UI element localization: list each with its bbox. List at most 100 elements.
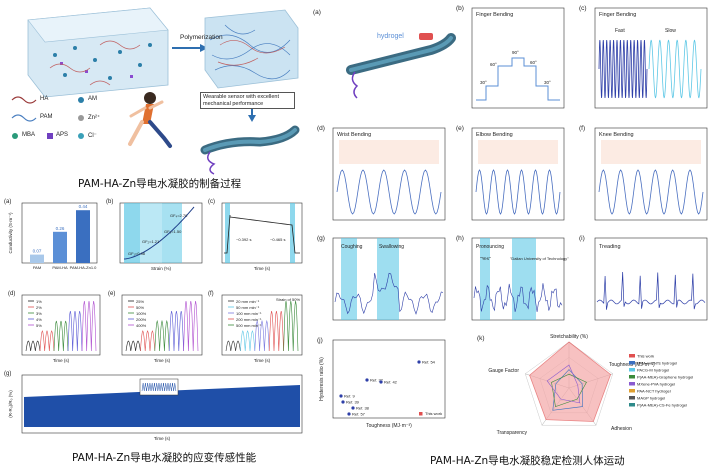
legend-glyphs — [11, 96, 84, 139]
polymerization-label: Polymerization — [180, 34, 223, 41]
legend-entry-k-6: MAGP hydrogel — [637, 396, 665, 401]
this-work-label: This work — [425, 411, 442, 416]
sensing-plots: (a) 0.07 PAM 0.26 PAM-HA 0.44 PAM-HA-Zn1.0 Cond… — [4, 199, 303, 441]
hydrogel-highlight — [349, 36, 453, 72]
prep-illustration — [11, 7, 300, 175]
bend-wave-e — [475, 169, 561, 215]
legend-zn: Zn²⁺ — [88, 115, 101, 121]
cough-region — [341, 238, 357, 320]
radar-axis-label-0: Stretchability (%) — [550, 334, 588, 340]
legend-entry-k-1: PAM-oxCNTs hydrogel — [637, 361, 677, 366]
legend-entry-f-1: 50 mm min⁻¹ — [236, 305, 260, 310]
legend-entry-d-0: 1% — [36, 299, 42, 304]
ref-label-4: Ref. 42 — [384, 380, 398, 385]
pronounce-label: Pronouncing — [476, 244, 504, 250]
cycle-series-1 — [140, 330, 156, 352]
legend-entry-d-4: 5% — [36, 323, 42, 328]
legend-entry-k-7: P(AA-MEA)-CS-Fe hydrogel — [637, 403, 687, 408]
plot-frame — [471, 127, 565, 221]
plot-frame — [221, 202, 303, 264]
title-rd: Wrist Bending — [337, 132, 371, 138]
title-rb: Finger Bending — [476, 12, 513, 18]
plot-frame — [21, 374, 303, 434]
bar-category-0: PAM — [33, 265, 41, 270]
cycle-series-2 — [53, 320, 69, 352]
resp-region-1 — [225, 203, 230, 263]
bar-value-0: 0.07 — [33, 249, 42, 254]
comparison-polygon-0 — [552, 369, 583, 411]
bar-category-2: PAM-HA-Zn1.0 — [70, 265, 98, 270]
ref-point-5 — [347, 412, 351, 416]
legend-cl: Cl⁻ — [88, 133, 97, 139]
word-yes: "Yes" — [480, 256, 491, 261]
legend-entry-d-1: 2% — [36, 305, 42, 310]
resp-time-1: ~0.392 s — [236, 237, 251, 242]
response-curve — [224, 214, 300, 254]
plot-frame — [594, 237, 708, 321]
throat-signal — [334, 272, 444, 315]
legend-entry-e-3: 200% — [136, 317, 147, 322]
inset — [139, 378, 179, 396]
ref-point-3 — [365, 378, 369, 382]
radar-ring-3 — [525, 341, 613, 426]
body-illustration-d — [339, 140, 439, 164]
cycle-series-3 — [67, 310, 83, 352]
panel-label-rd: (d) — [317, 125, 325, 132]
tread-signal — [596, 271, 706, 310]
panel-label-rk: (k) — [477, 335, 485, 342]
legend-aps: APS — [56, 132, 69, 138]
legend-entry-f-2: 100 mm min⁻¹ — [236, 311, 262, 316]
cycle-series-1 — [39, 330, 55, 352]
plot-frame — [121, 294, 203, 356]
title-re: Elbow Bending — [476, 132, 513, 138]
fast-wave — [598, 39, 648, 99]
legend-swatch-k-7 — [629, 403, 635, 407]
xlabel-e: Time (s) — [154, 358, 171, 363]
title-rc: Finger Bending — [599, 12, 636, 18]
panel-label-d: (d) — [8, 291, 15, 297]
panel-label-e: (e) — [108, 291, 115, 297]
slow-label: Slow — [665, 28, 676, 34]
panel-label-rc: (c) — [579, 5, 587, 12]
title-rf: Knee Bending — [599, 132, 634, 138]
ylabel-rj: Hysteresis ratio (%) — [319, 357, 325, 401]
panel-label-rf: (f) — [579, 125, 585, 132]
ref-label-5: Ref. 57 — [352, 412, 366, 417]
legend-entry-k-5: PAA-NCT hydrogel — [637, 389, 671, 394]
comparison-polygon-2 — [546, 364, 581, 404]
cycle-series-0 — [225, 340, 241, 352]
panel-label-g: (g) — [4, 371, 11, 377]
gf-3: GF₃=1.50 — [164, 229, 182, 234]
xlabel-g: Time (s) — [154, 436, 171, 441]
sensor-note: Wearable sensor with excellent mechanica… — [200, 92, 295, 110]
angle-4: 30° — [544, 80, 551, 85]
wearable-sensor — [200, 125, 300, 175]
bar-1 — [53, 231, 67, 263]
panel-label-ra: (a) — [313, 9, 321, 16]
comparison-polygon-1 — [551, 373, 587, 408]
cycle-series-4 — [283, 300, 299, 352]
bar-value-1: 0.26 — [56, 226, 65, 231]
body-illustration-f — [601, 140, 701, 164]
legend-entry-f-0: 20 mm min⁻¹ — [236, 299, 260, 304]
plot-frame — [21, 294, 101, 356]
this-work-polygon — [529, 341, 612, 422]
radar-axis-label-1: Toughness (MJ·m⁻³) — [609, 362, 655, 368]
cycle-series-2 — [154, 319, 170, 352]
gf-2: GF₂=1.21 — [142, 239, 160, 244]
cough-label: Coughing — [341, 244, 363, 250]
prep-figure: Polymerization Wearable sensor with exce… — [0, 0, 300, 185]
angle-2: 90° — [512, 50, 519, 55]
ylabel-g: (R-R₀)/R₀ (%) — [8, 390, 13, 418]
bend-wave-f — [598, 169, 704, 215]
legend-entry-k-2: PACG-M hydrogel — [637, 368, 669, 373]
plot-frame — [594, 127, 708, 221]
gf-4: GF₄=2.70 — [170, 213, 188, 218]
ref-point-6 — [417, 360, 421, 364]
panel-label-a: (a) — [4, 199, 11, 205]
title-ri: Treading — [599, 244, 621, 250]
legend-swatch-k-6 — [629, 396, 635, 400]
bend-wave-d — [336, 169, 442, 215]
legend-pam: PAM — [40, 114, 53, 120]
cycle-series-3 — [168, 310, 184, 352]
